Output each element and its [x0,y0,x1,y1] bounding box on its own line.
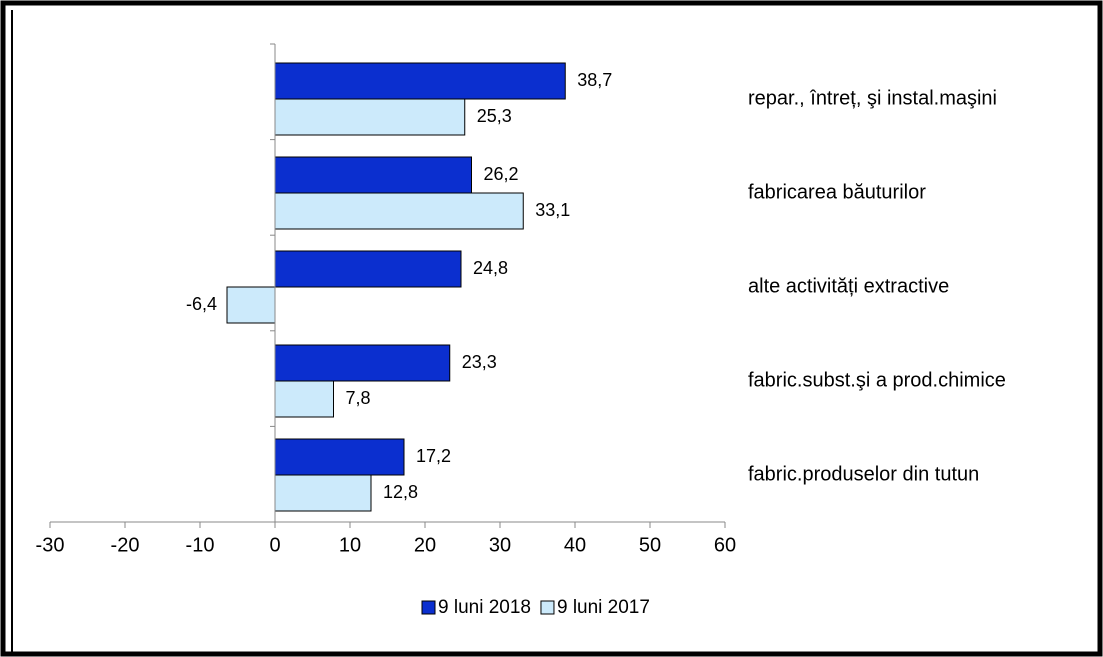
category-label: fabric.subst.şi a prod.chimice [748,369,1006,391]
x-tick-label: 30 [489,534,511,556]
bar [274,474,372,512]
legend-swatch [540,600,555,615]
category-label: fabric.produselor din tutun [748,463,979,485]
value-label: 38,7 [577,70,612,90]
x-tick-label: -20 [111,534,140,556]
value-label: 24,8 [473,258,508,278]
x-tick-label: 20 [414,534,436,556]
bar [274,250,462,288]
x-tick-label: 60 [714,534,736,556]
x-tick-label: -10 [186,534,215,556]
x-tick-label: 10 [339,534,361,556]
bar [226,286,276,324]
bar [274,98,466,136]
category-label: repar., întreț, şi instal.maşini [748,87,997,109]
value-label: 17,2 [416,446,451,466]
value-label: -6,4 [186,294,217,314]
x-tick-label: 0 [269,534,280,556]
category-label: alte activități extractive [748,275,949,297]
bar [274,438,405,476]
legend-label: 9 luni 2018 [438,597,531,618]
value-label: 26,2 [484,164,519,184]
bar [274,344,451,382]
bar [274,192,524,230]
value-label: 7,8 [346,388,371,408]
bar [274,156,472,194]
x-tick-label: 50 [639,534,661,556]
legend-swatch [421,600,436,615]
bar [274,380,334,418]
x-tick-label: 40 [564,534,586,556]
category-label: fabricarea băuturilor [748,181,926,203]
x-tick-label: -30 [36,534,65,556]
value-label: 12,8 [383,482,418,502]
bar [274,62,566,100]
value-label: 33,1 [535,200,570,220]
value-label: 25,3 [477,106,512,126]
value-label: 23,3 [462,352,497,372]
legend-label: 9 luni 2017 [557,597,650,618]
